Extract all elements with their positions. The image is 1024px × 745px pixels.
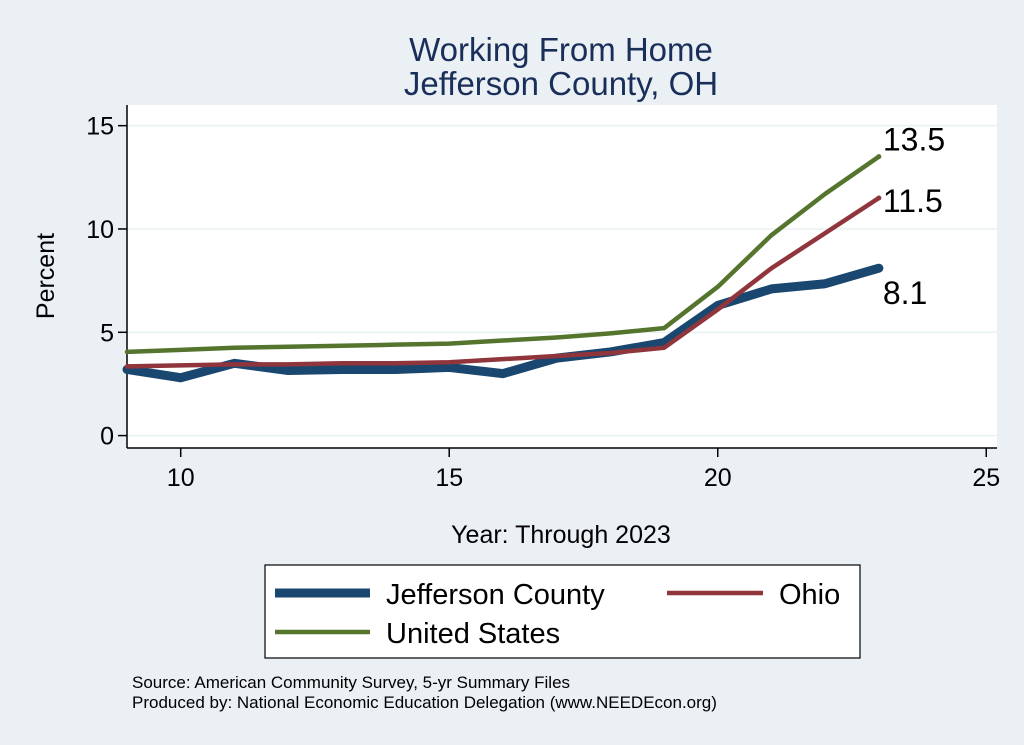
end-label-us: 13.5 [883,122,945,158]
end-labels: 8.1 11.5 13.5 [883,122,945,312]
series-line-us [124,154,882,355]
end-marker-ohio [876,195,882,201]
x-tick-label: 25 [972,464,1000,492]
plot-area [127,105,997,448]
y-ticks: 0 5 10 15 [86,113,127,451]
grid-lines [127,124,997,437]
y-axis-title: Percent [32,233,60,319]
series-lines [122,154,884,383]
legend-label-jefferson: Jefferson County [386,579,605,611]
chart-title-line-2: Jefferson County, OH [404,65,718,102]
x-tick-label: 15 [435,464,463,492]
end-label-ohio: 11.5 [883,183,943,219]
legend-label-us: United States [386,618,560,650]
end-marker-jefferson [874,264,883,273]
source-note: Source: American Community Survey, 5-yr … [132,673,570,692]
chart-title-line-1: Working From Home [409,31,713,68]
series-line-ohio [124,195,882,369]
legend-label-ohio: Ohio [779,579,840,611]
y-tick-label: 10 [86,216,114,244]
producer-note: Produced by: National Economic Education… [132,693,717,712]
x-tick-label: 20 [704,464,732,492]
x-tick-label: 10 [167,464,195,492]
x-ticks: 10 15 20 25 [167,448,1000,492]
y-tick-label: 0 [100,423,114,451]
y-tick-label: 15 [86,113,114,141]
x-axis-title: Year: Through 2023 [451,521,671,549]
end-marker-us [876,154,882,160]
end-label-jefferson: 8.1 [883,275,927,311]
legend-box [264,564,861,659]
y-tick-label: 5 [100,319,114,347]
